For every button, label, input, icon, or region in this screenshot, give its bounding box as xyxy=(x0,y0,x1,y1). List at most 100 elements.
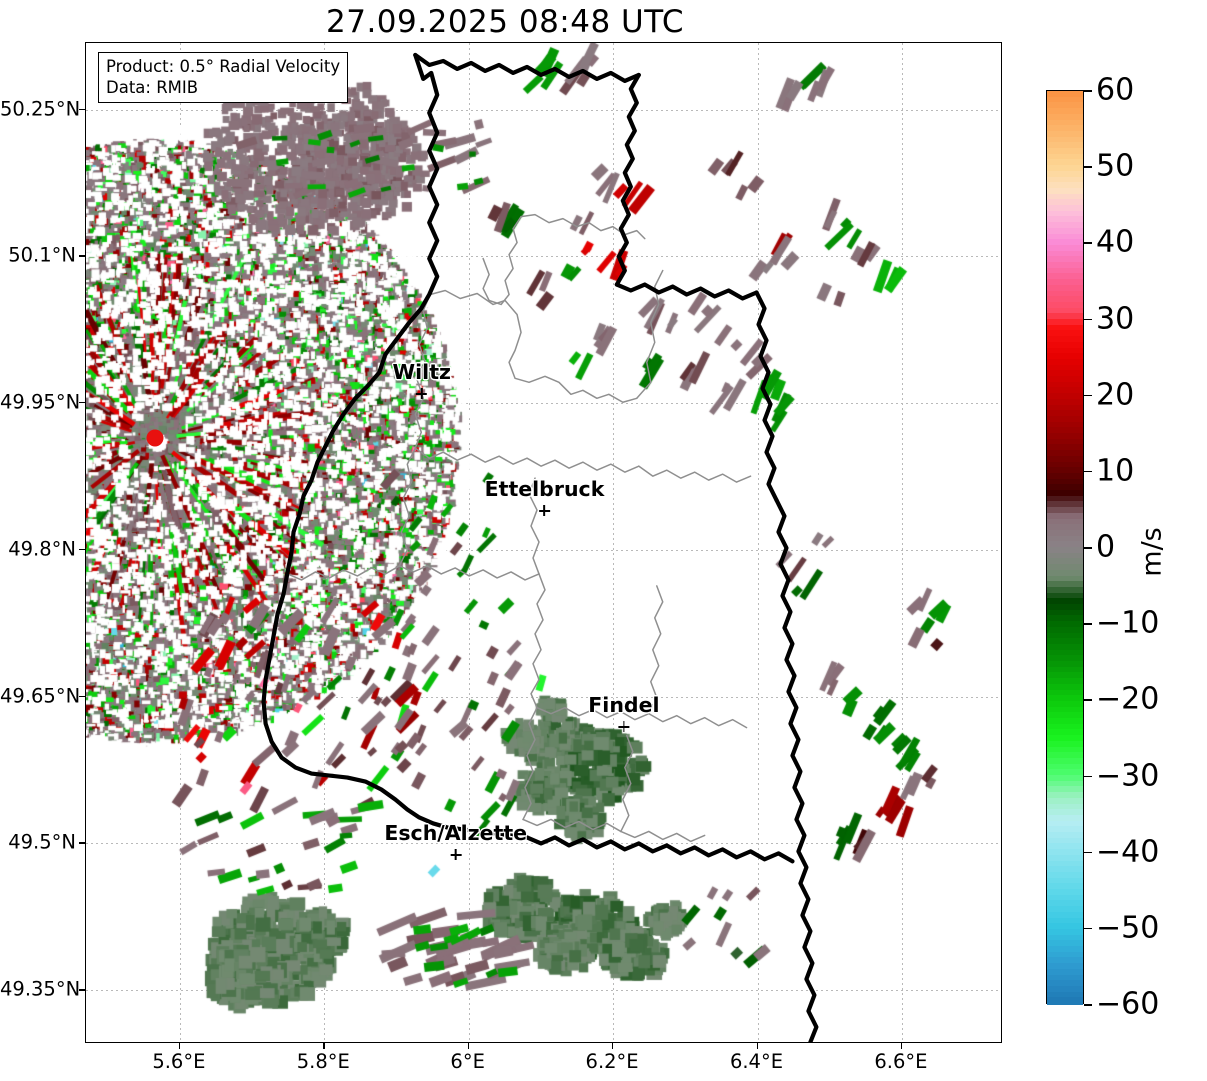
colorbar-segment xyxy=(1047,102,1083,111)
colorbar-segment xyxy=(1047,182,1083,191)
y-axis-tick-label-2: 49.95°N xyxy=(0,390,81,414)
colorbar-segment xyxy=(1047,740,1083,749)
colorbar-tick-label-10: −40 xyxy=(1096,834,1160,870)
city-label-findel: Findel xyxy=(588,693,660,733)
colorbar-segment xyxy=(1047,227,1083,236)
colorbar-tick-label-2: 40 xyxy=(1096,224,1135,260)
colorbar-segment xyxy=(1047,216,1083,225)
colorbar-segment xyxy=(1047,381,1083,390)
colorbar-segment xyxy=(1047,535,1083,544)
colorbar-segment xyxy=(1047,170,1083,179)
colorbar-segment xyxy=(1047,661,1083,669)
y-axis-tick-mark-0 xyxy=(79,108,85,110)
city-name-text: Findel xyxy=(588,693,660,718)
boundaries-overlay xyxy=(261,52,819,1042)
colorbar-segment xyxy=(1047,296,1083,305)
colorbar-tick-mark-0 xyxy=(1084,90,1092,92)
colorbar-segment xyxy=(1047,598,1083,607)
colorbar-segment xyxy=(1047,803,1083,812)
colorbar-segment xyxy=(1047,575,1083,584)
colorbar-segment xyxy=(1047,370,1083,379)
colorbar-segment xyxy=(1047,769,1083,778)
colorbar-segment xyxy=(1047,843,1083,852)
colorbar-segment xyxy=(1047,609,1083,618)
x-axis-tick-mark-3 xyxy=(612,1043,614,1049)
colorbar-tick-mark-7 xyxy=(1084,623,1092,625)
y-axis-tick-mark-1 xyxy=(79,255,85,257)
colorbar-segment xyxy=(1047,444,1083,453)
page-title: 27.09.2025 08:48 UTC xyxy=(326,4,684,40)
y-axis-tick-label-5: 49.5°N xyxy=(8,830,76,854)
colorbar-segment xyxy=(1047,256,1083,265)
colorbar-segment xyxy=(1047,604,1083,612)
colorbar-segment xyxy=(1047,735,1083,744)
colorbar-segment xyxy=(1047,313,1083,322)
colorbar-segment xyxy=(1047,985,1083,994)
colorbar-segment xyxy=(1047,484,1083,493)
colorbar-segment xyxy=(1047,176,1083,185)
colorbar-segment xyxy=(1047,148,1083,156)
colorbar-segment xyxy=(1047,547,1083,555)
colorbar-segment xyxy=(1047,438,1083,447)
colorbar-segment xyxy=(1047,586,1083,595)
colorbar-segment xyxy=(1047,718,1083,726)
colorbar-segment xyxy=(1047,940,1083,949)
colorbar-segment xyxy=(1047,871,1083,880)
colorbar-segment xyxy=(1047,700,1083,709)
colorbar-tick-label-0: 60 xyxy=(1096,72,1135,108)
colorbar-segment xyxy=(1047,398,1083,407)
colorbar-tick-label-4: 20 xyxy=(1096,377,1135,413)
colorbar-segment xyxy=(1047,757,1083,766)
city-label-esch-alzette: Esch/Alzette xyxy=(384,821,527,861)
colorbar-segment xyxy=(1047,353,1083,362)
colorbar-segment xyxy=(1047,626,1083,635)
colorbar-segment xyxy=(1047,592,1083,601)
colorbar-segment xyxy=(1047,923,1083,932)
colorbar-segment xyxy=(1047,210,1083,219)
colorbar-segment xyxy=(1047,376,1083,384)
colorbar-tick-label-7: −10 xyxy=(1096,605,1160,641)
colorbar-segment xyxy=(1047,643,1083,652)
x-axis-tick-mark-1 xyxy=(323,1043,325,1049)
colorbar-segment xyxy=(1047,775,1083,783)
colorbar-tick-mark-9 xyxy=(1084,775,1092,778)
colorbar-segment xyxy=(1047,666,1083,675)
plot-clip-area: Wiltz Ettelbruck Findel Esch/Alzette Produc… xyxy=(86,43,1001,1042)
city-name-text: Ettelbruck xyxy=(484,476,605,501)
internal-boundaries xyxy=(286,213,752,843)
city-cross-marker xyxy=(485,502,605,517)
y-axis-tick-label-4: 49.65°N xyxy=(0,684,81,708)
colorbar-segment xyxy=(1047,911,1083,920)
colorbar-segment xyxy=(1047,946,1083,954)
colorbar-segment xyxy=(1047,706,1083,715)
x-axis-tick-label-0: 5.6°E xyxy=(152,1050,206,1073)
colorbar-segment xyxy=(1047,564,1083,573)
colorbar-segment xyxy=(1047,963,1083,972)
colorbar-tick-label-11: −50 xyxy=(1096,910,1160,946)
colorbar-segment xyxy=(1047,860,1083,869)
colorbar-segment xyxy=(1047,797,1083,806)
colorbar-tick-mark-10 xyxy=(1084,851,1092,854)
colorbar-segment xyxy=(1047,193,1083,202)
colorbar-segment xyxy=(1047,262,1083,270)
colorbar-segment xyxy=(1047,364,1083,373)
colorbar-segment xyxy=(1047,524,1083,533)
colorbar-tick-label-1: 50 xyxy=(1096,148,1135,184)
colorbar-segment xyxy=(1047,421,1083,430)
colorbar-segment xyxy=(1047,222,1083,231)
colorbar-segment xyxy=(1047,854,1083,863)
colorbar-segment xyxy=(1047,427,1083,436)
city-name-text: Esch/Alzette xyxy=(384,821,528,846)
colorbar-tick-mark-11 xyxy=(1084,927,1092,930)
y-axis-tick-label-6: 49.35°N xyxy=(0,977,81,1001)
colorbar-segment xyxy=(1047,729,1083,738)
x-axis-tick-label-1: 5.8°E xyxy=(296,1050,350,1073)
x-axis-tick-label-3: 6.2°E xyxy=(585,1050,639,1073)
colorbar-segment xyxy=(1047,951,1083,960)
radar-map-plot[interactable]: Wiltz Ettelbruck Findel Esch/Alzette Produc… xyxy=(85,42,1002,1043)
city-name-text: Wiltz xyxy=(392,360,451,385)
colorbar-segment xyxy=(1047,638,1083,647)
colorbar-segment xyxy=(1047,866,1083,875)
colorbar-segment xyxy=(1047,928,1083,937)
colorbar-segment xyxy=(1047,96,1083,105)
